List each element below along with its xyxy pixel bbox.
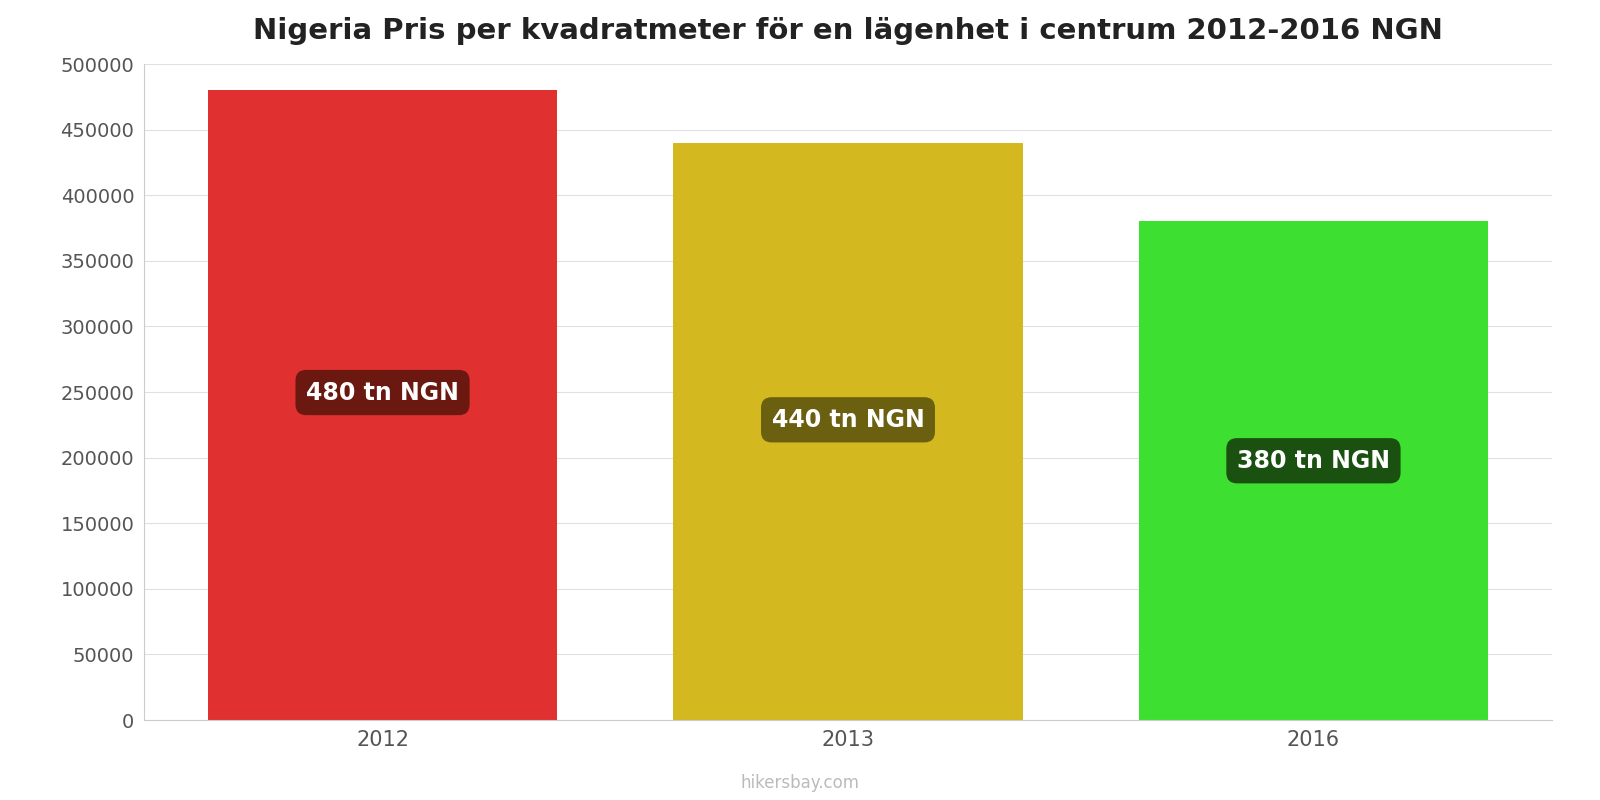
Text: hikersbay.com: hikersbay.com — [741, 774, 859, 792]
Bar — [1139, 222, 1488, 720]
Text: 380 tn NGN: 380 tn NGN — [1237, 449, 1390, 473]
Text: 440 tn NGN: 440 tn NGN — [771, 408, 925, 432]
Text: 480 tn NGN: 480 tn NGN — [306, 381, 459, 405]
Title: Nigeria Pris per kvadratmeter för en lägenhet i centrum 2012-2016 NGN: Nigeria Pris per kvadratmeter för en läg… — [253, 17, 1443, 45]
Bar — [208, 90, 557, 720]
Bar — [674, 142, 1022, 720]
